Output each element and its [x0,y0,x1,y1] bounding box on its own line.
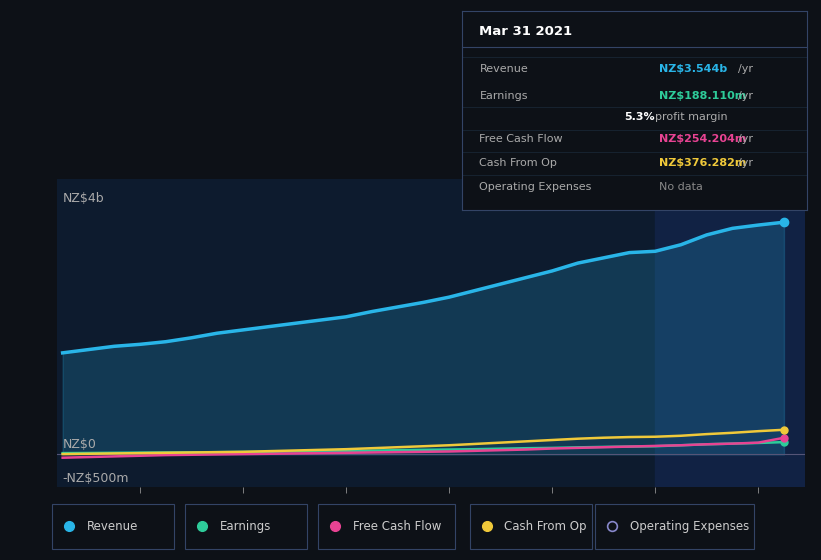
Text: profit margin: profit margin [655,111,728,122]
Text: NZ$376.282m: NZ$376.282m [658,158,746,169]
Text: Earnings: Earnings [220,520,271,533]
Text: NZ$254.204m: NZ$254.204m [658,134,746,144]
Text: /yr: /yr [738,64,753,74]
Text: /yr: /yr [738,158,753,169]
Text: Mar 31 2021: Mar 31 2021 [479,25,572,38]
Text: /yr: /yr [738,134,753,144]
Text: Free Cash Flow: Free Cash Flow [479,134,563,144]
Text: Cash From Op: Cash From Op [504,520,587,533]
Text: Cash From Op: Cash From Op [479,158,557,169]
Bar [655,179,805,487]
Text: Earnings: Earnings [479,91,528,101]
Text: No data: No data [658,182,703,192]
Text: NZ$0: NZ$0 [62,438,97,451]
Text: Free Cash Flow: Free Cash Flow [353,520,441,533]
Text: /yr: /yr [738,91,753,101]
Text: NZ$188.110m: NZ$188.110m [658,91,746,101]
Text: NZ$4b: NZ$4b [62,192,104,206]
Text: 5.3%: 5.3% [624,111,655,122]
Text: -NZ$500m: -NZ$500m [62,472,129,485]
Text: Revenue: Revenue [87,520,138,533]
Text: NZ$3.544b: NZ$3.544b [658,64,727,74]
Text: Operating Expenses: Operating Expenses [479,182,592,192]
Text: Revenue: Revenue [479,64,528,74]
Text: Operating Expenses: Operating Expenses [630,520,750,533]
